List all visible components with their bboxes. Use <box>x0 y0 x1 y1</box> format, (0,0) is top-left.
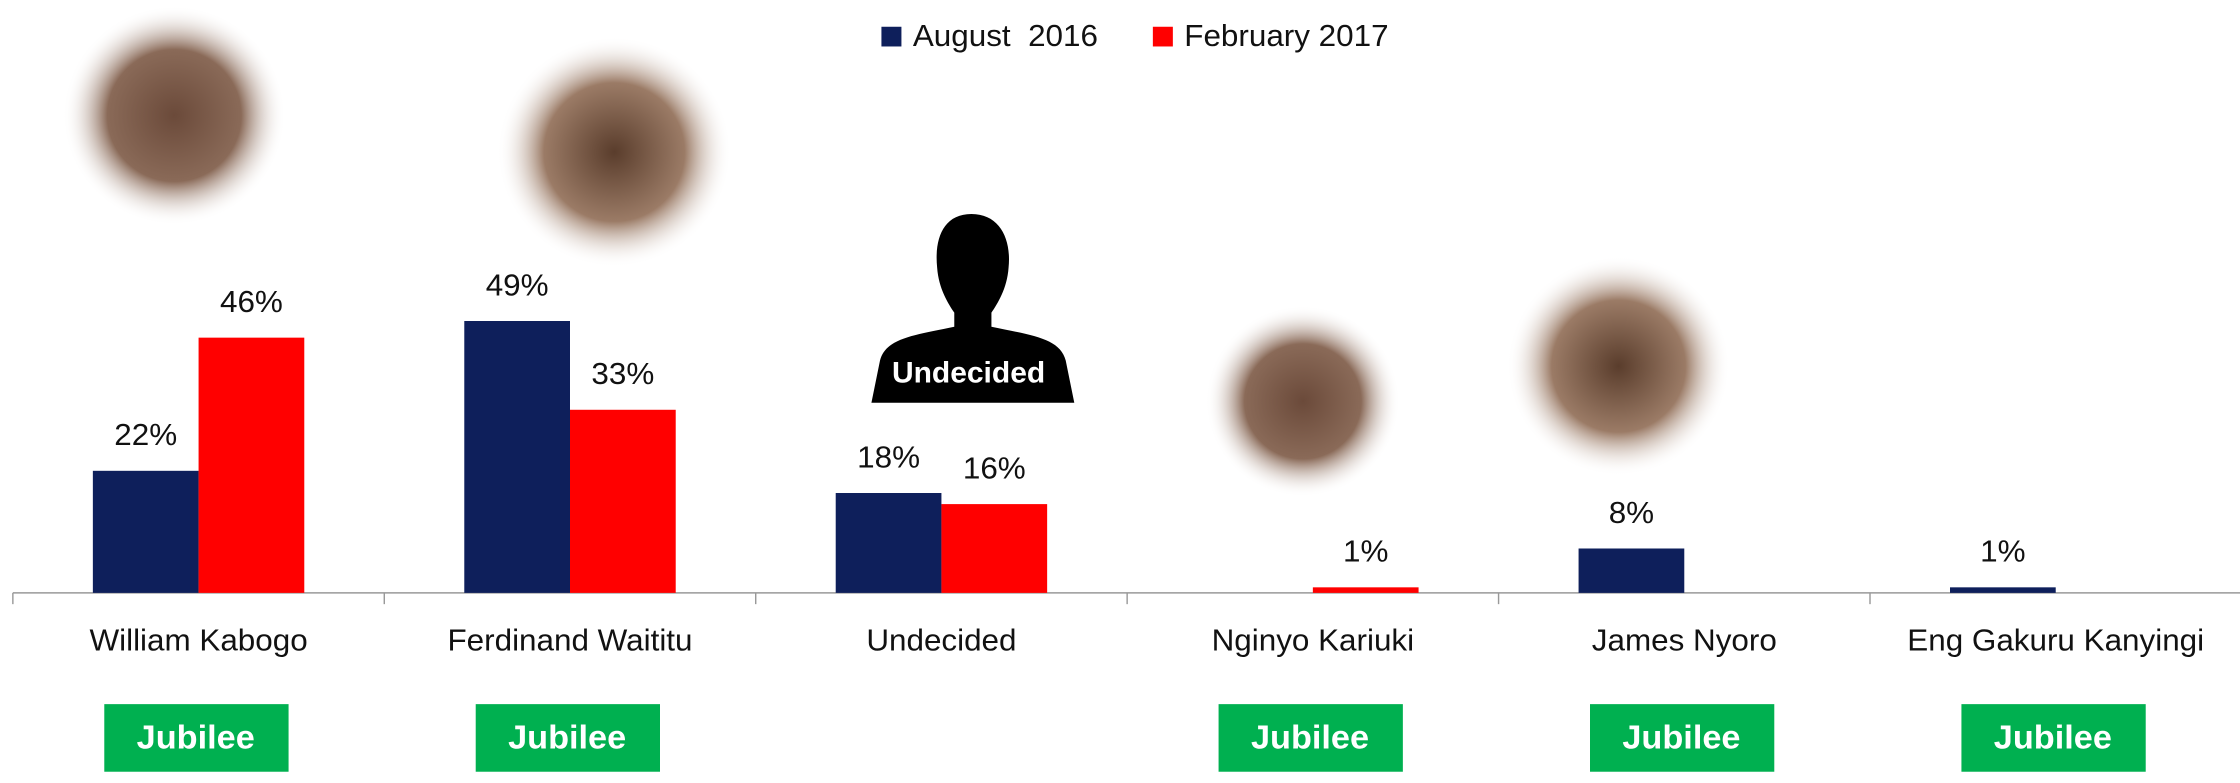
photo <box>62 5 286 226</box>
silhouette <box>871 214 1075 403</box>
x-tick-label: Nginyo Kariuki <box>1212 623 1415 658</box>
value-label: 49% <box>486 268 549 303</box>
bar <box>1312 587 1419 593</box>
photo <box>497 36 732 268</box>
x-tick-label: Ferdinand Waititu <box>448 623 693 658</box>
bar <box>835 493 942 593</box>
party-label: Jubilee <box>137 718 255 756</box>
legend-swatch <box>1152 26 1173 47</box>
photo <box>1205 305 1400 498</box>
party-badge <box>1590 704 1775 772</box>
legend-label: August 2016 <box>913 18 1098 53</box>
value-label: 33% <box>591 356 654 391</box>
party-label: Jubilee <box>508 718 626 756</box>
x-tick-label: Eng Gakuru Kanyingi <box>1907 623 2204 658</box>
party-label: Jubilee <box>1994 718 2112 756</box>
bar <box>198 337 305 593</box>
silhouette-label: Undecided <box>892 357 1045 390</box>
x-tick-label: Undecided <box>866 623 1016 658</box>
bar <box>92 470 199 593</box>
bar <box>464 321 570 593</box>
value-label: 22% <box>114 417 177 452</box>
legend-swatch <box>881 26 902 47</box>
party-badge <box>475 704 660 772</box>
party-badge <box>1218 704 1403 772</box>
party-badge <box>1961 704 2146 772</box>
legend-label: February 2017 <box>1184 18 1388 53</box>
party-label: Jubilee <box>1251 718 1369 756</box>
value-label: 1% <box>1980 534 2025 569</box>
value-label: 1% <box>1343 534 1388 569</box>
party-badge <box>104 704 289 772</box>
bar <box>570 409 676 593</box>
photo <box>1507 256 1730 476</box>
x-tick-label: William Kabogo <box>89 623 307 658</box>
value-label: 18% <box>857 440 920 475</box>
bar <box>1578 548 1685 593</box>
party-label: Jubilee <box>1622 718 1740 756</box>
value-label: 16% <box>963 451 1026 486</box>
bar <box>941 504 1048 593</box>
value-label: 46% <box>220 284 283 319</box>
x-tick-label: James Nyoro <box>1592 623 1777 658</box>
value-label: 8% <box>1609 495 1654 530</box>
bar <box>1950 587 2056 593</box>
